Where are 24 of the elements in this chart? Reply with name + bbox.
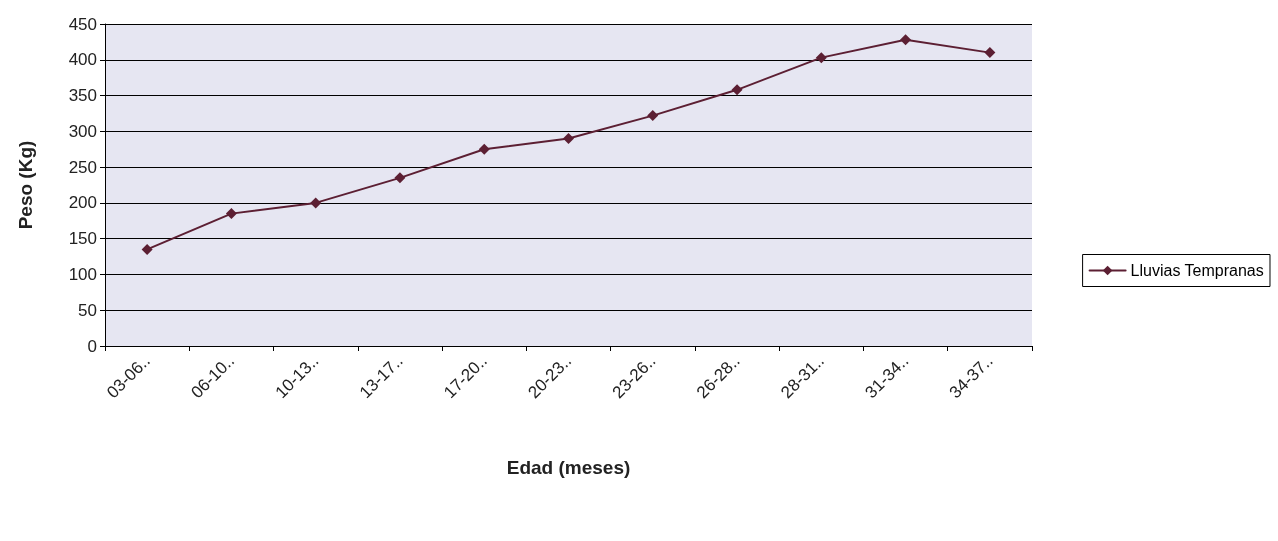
x-axis-title: Edad (meses) xyxy=(506,457,631,478)
y-tick-label: 450 xyxy=(68,14,97,34)
legend-label: Lluvias Tempranas xyxy=(1130,262,1264,279)
y-tick-label: 100 xyxy=(68,264,97,284)
point xyxy=(394,172,406,184)
y-tick-label: 150 xyxy=(68,229,97,249)
y-tick-label: 400 xyxy=(68,50,97,70)
point xyxy=(141,243,153,255)
point xyxy=(478,143,490,155)
point xyxy=(900,34,912,46)
y-tick-label: 50 xyxy=(78,300,97,320)
y-axis-title: Peso (Kg) xyxy=(15,140,36,230)
point xyxy=(647,110,659,122)
point xyxy=(984,47,996,59)
point xyxy=(731,84,743,96)
y-tick-label: 300 xyxy=(68,121,97,141)
y-tick-label: 0 xyxy=(87,336,97,356)
point xyxy=(225,208,237,220)
point xyxy=(310,197,322,209)
point xyxy=(563,132,574,144)
y-tick-label: 200 xyxy=(68,193,97,213)
point xyxy=(815,52,827,64)
y-tick-label: 250 xyxy=(68,157,97,177)
y-tick-label: 350 xyxy=(68,86,97,106)
